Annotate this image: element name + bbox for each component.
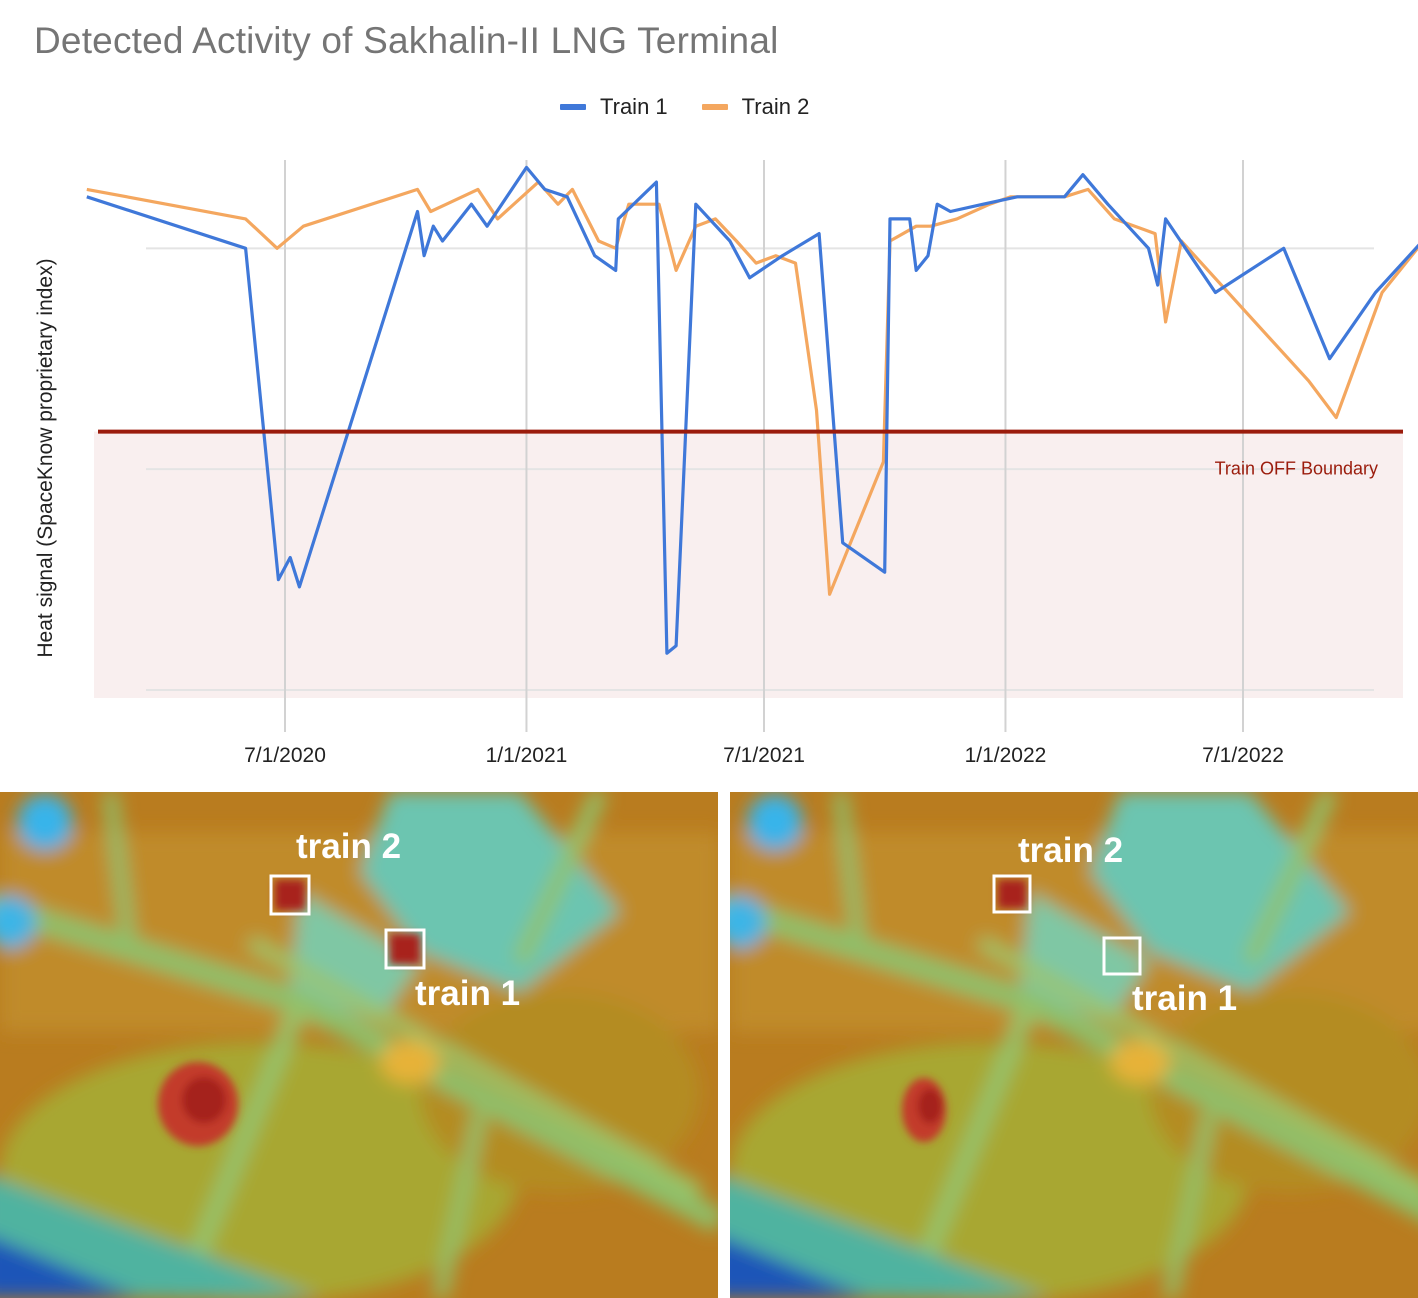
train-hotspot bbox=[390, 934, 420, 964]
thermal-field bbox=[730, 792, 1418, 1298]
x-tick-label: 7/1/2022 bbox=[1202, 744, 1284, 767]
thermal-image-before-svg: train 2 train 1 bbox=[0, 792, 718, 1298]
train-2-marker-box bbox=[992, 874, 1032, 914]
flare-hotspot bbox=[158, 1062, 238, 1146]
legend-label-train-2: Train 2 bbox=[741, 94, 810, 119]
train-hotspot bbox=[275, 880, 305, 910]
thermal-image-before: train 2 train 1 bbox=[0, 792, 718, 1298]
train-1-label: train 1 bbox=[1132, 979, 1237, 1018]
chart-title: Detected Activity of Sakhalin-II LNG Ter… bbox=[34, 20, 779, 61]
train-2-label: train 2 bbox=[296, 827, 401, 866]
chart-plot: 7/1/2020 1/1/2021 7/1/2021 1/1/2022 7/1/2022… bbox=[34, 160, 1418, 767]
thermal-image-after-svg: train 2 train 1 bbox=[730, 792, 1418, 1298]
x-tick-label: 7/1/2021 bbox=[723, 744, 805, 767]
flare-hotspot bbox=[902, 1078, 946, 1142]
legend-label-train-1: Train 1 bbox=[600, 94, 668, 119]
y-axis-label: Heat signal (SpaceKnow proprietary index… bbox=[34, 258, 57, 657]
x-tick-label: 7/1/2020 bbox=[244, 744, 326, 767]
series-line-train-1 bbox=[86, 165, 1418, 655]
train-off-region bbox=[94, 431, 1403, 698]
train-hotspot bbox=[998, 880, 1026, 908]
train-2-label: train 2 bbox=[1018, 831, 1123, 870]
thermal-image-after: train 2 train 1 bbox=[730, 792, 1418, 1298]
legend-item-train-2: Train 2 bbox=[701, 94, 810, 120]
train-1-marker-box bbox=[1102, 936, 1142, 976]
train-1-marker-box bbox=[384, 928, 426, 970]
legend-swatch-train-1 bbox=[560, 104, 586, 110]
x-tick-label: 1/1/2022 bbox=[965, 744, 1047, 767]
train-1-label: train 1 bbox=[415, 974, 520, 1013]
thermal-image-panels: train 2 train 1 train 2 train 1 bbox=[0, 792, 1418, 1298]
x-tick-label: 1/1/2021 bbox=[486, 744, 568, 767]
train-2-marker-box bbox=[269, 874, 311, 916]
legend: Train 1 Train 2 bbox=[560, 92, 809, 122]
train-off-boundary-label: Train OFF Boundary bbox=[1215, 459, 1378, 479]
legend-swatch-train-2 bbox=[701, 104, 728, 110]
legend-item-train-1: Train 1 bbox=[560, 94, 668, 120]
